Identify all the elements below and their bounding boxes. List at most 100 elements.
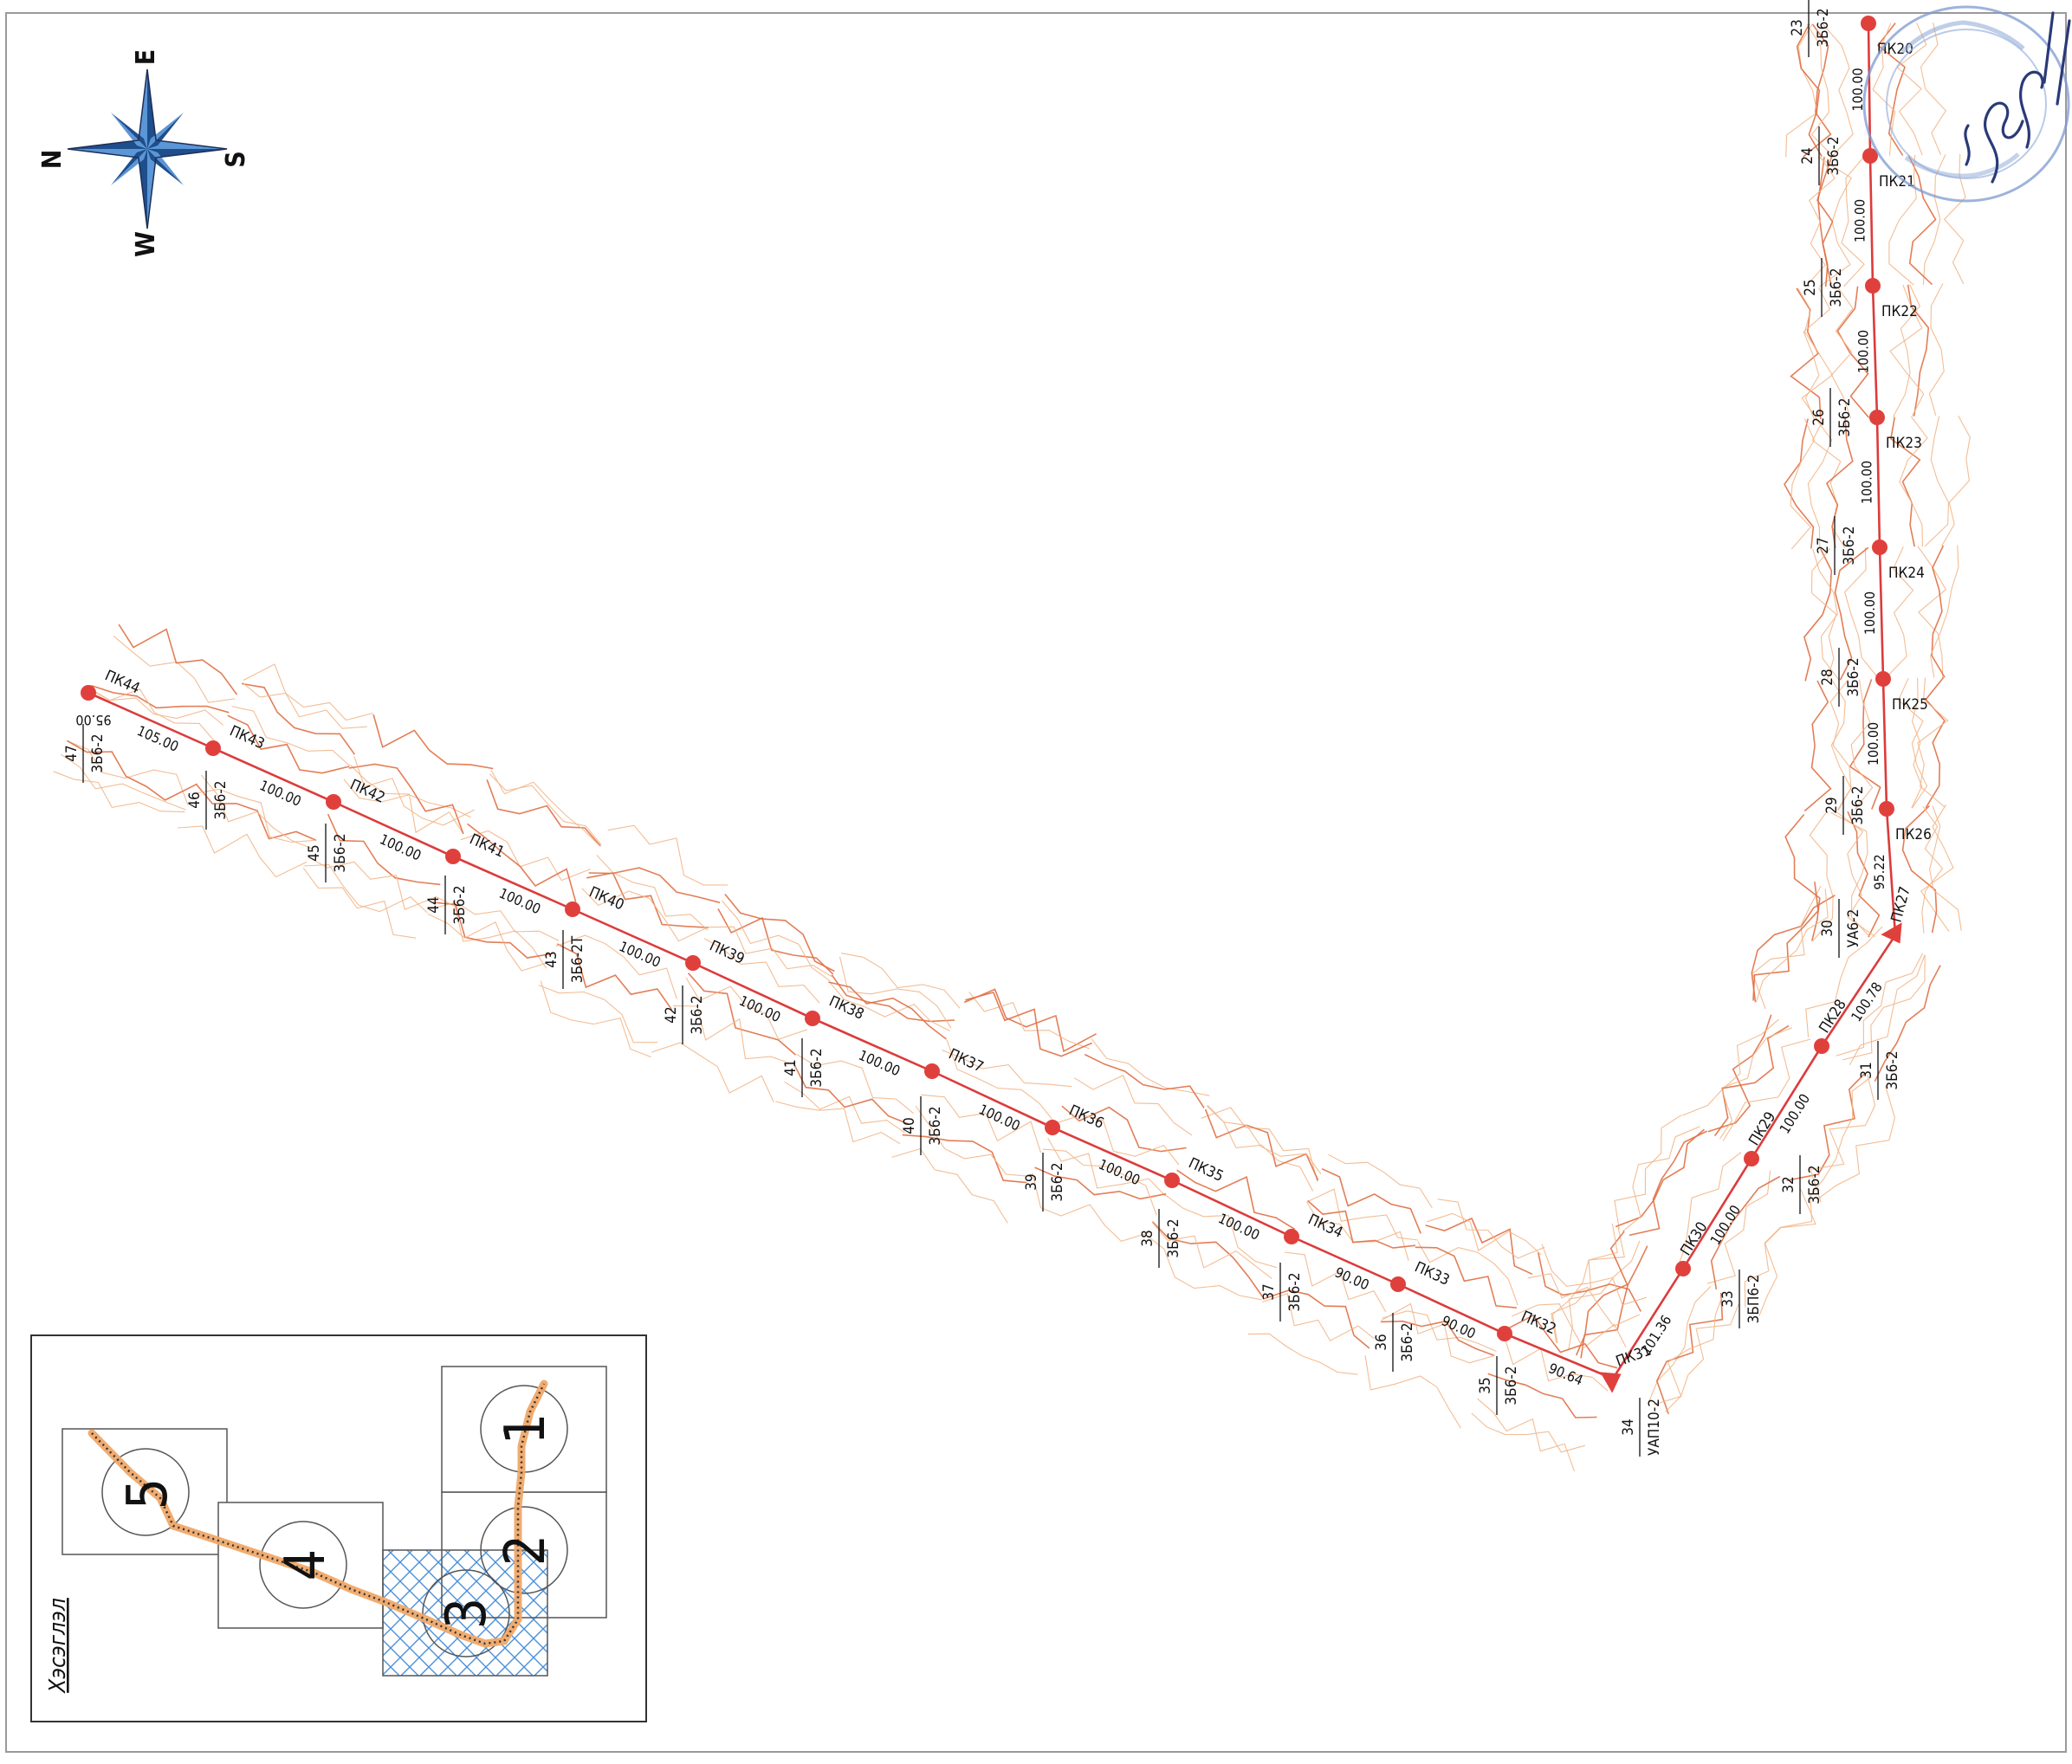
support-type: 3Б6-2 [89, 733, 107, 772]
contour-line [1806, 23, 1834, 157]
support-node[interactable] [1814, 1038, 1829, 1054]
support-node[interactable] [1284, 1229, 1299, 1244]
support-node[interactable] [1744, 1151, 1759, 1166]
span-length-label: 105.00 [134, 722, 181, 755]
contour-line [67, 740, 189, 805]
support-label: 35 3Б6-2 [1477, 1356, 1520, 1415]
contour-line [1758, 1189, 1816, 1316]
support-node[interactable] [805, 1011, 820, 1026]
support-node[interactable] [1875, 671, 1891, 687]
span-length-label: 100.00 [1865, 722, 1881, 766]
support-node[interactable] [1861, 16, 1876, 31]
support-number: 39 [1023, 1173, 1040, 1190]
terrain-contours [53, 22, 1971, 1472]
picket-label: ПК21 [1879, 173, 1915, 191]
support-type: 3Б6-2 [1503, 1366, 1520, 1405]
support-label: 41 3Б6-2 [782, 1038, 826, 1097]
contour-line [1706, 1170, 1771, 1284]
support-label: 30 УА6-2 [1819, 899, 1862, 958]
support-type: 3Б6-2 [1399, 1322, 1416, 1361]
support-node[interactable] [326, 794, 341, 810]
contour-line [177, 825, 308, 878]
support-number: 26 [1810, 409, 1828, 425]
angle-support-marker[interactable] [1881, 922, 1910, 949]
support-node[interactable] [1872, 540, 1887, 555]
contour-line [1922, 154, 1946, 285]
support-label: 37 3Б6-2 [1260, 1263, 1304, 1321]
contour-line [1803, 548, 1833, 682]
angle-support-marker[interactable] [1600, 1363, 1627, 1393]
support-number: 35 [1477, 1377, 1494, 1393]
picket-label: ПК26 [1895, 826, 1932, 843]
support-type: 3Б6-2 [1165, 1218, 1182, 1257]
contour-line [308, 856, 435, 910]
support-node[interactable] [1164, 1173, 1180, 1188]
contour-line [490, 770, 601, 847]
contour-line [1538, 1252, 1641, 1312]
contour-line [1628, 1130, 1708, 1237]
contour-line [1541, 1244, 1648, 1306]
contour-line [1901, 805, 1938, 934]
contour-line [581, 888, 709, 942]
contour-line [353, 756, 475, 826]
keymap-sheet-5[interactable] [62, 1428, 228, 1555]
contour-line [709, 926, 832, 978]
picket-label: ПК37 [946, 1045, 986, 1076]
support-node[interactable] [1390, 1276, 1406, 1292]
contour-line [1822, 23, 1854, 157]
contour-line [1151, 1221, 1264, 1298]
support-node[interactable] [1865, 278, 1881, 294]
support-label: 45 3Б6-2 [306, 824, 349, 882]
support-type: 3Б6-2 [1286, 1272, 1304, 1311]
support-node[interactable] [565, 901, 580, 917]
contour-line [1247, 1333, 1358, 1375]
contour-line [688, 972, 797, 1056]
contour-line [1830, 811, 1871, 938]
contour-line [775, 1101, 901, 1145]
official-stamp [1862, 5, 2071, 203]
support-label: 33 3БП6-2 [1719, 1270, 1763, 1328]
contour-line [1380, 1320, 1495, 1357]
support-node[interactable] [1862, 148, 1878, 164]
contour-line [1931, 545, 1946, 678]
support-number: 40 [901, 1117, 918, 1134]
support-label: 28 3Б6-2 [1819, 648, 1862, 707]
contour-line [1084, 1053, 1205, 1108]
support-number: 41 [782, 1059, 800, 1076]
contour-line [1809, 812, 1834, 941]
contour-line [1803, 287, 1831, 420]
contour-line [1307, 1199, 1416, 1249]
contour-line [841, 953, 961, 1009]
support-node[interactable] [205, 740, 221, 756]
contour-line [1061, 1105, 1187, 1153]
span-length-label: 100.00 [1776, 1091, 1813, 1137]
support-label: 42 3Б6-2 [663, 985, 706, 1044]
support-node[interactable] [81, 685, 96, 701]
picket-label: ПК32 [1518, 1308, 1558, 1338]
support-number: 45 [306, 844, 323, 861]
support-node[interactable] [1869, 410, 1885, 425]
support-node[interactable] [685, 955, 701, 971]
keymap-title: Хэсэглэл [45, 1598, 71, 1694]
support-node[interactable] [1045, 1120, 1060, 1135]
span-length-label: 100.00 [1852, 199, 1868, 242]
contour-line [1151, 1222, 1272, 1279]
contour-line [1889, 284, 1925, 417]
contour-line [1829, 679, 1852, 811]
support-label: 31 3Б6-2 [1858, 1041, 1901, 1100]
support-node[interactable] [1675, 1261, 1691, 1276]
support-number: 46 [186, 792, 204, 808]
contour-line [1884, 546, 1914, 680]
support-node[interactable] [1497, 1326, 1512, 1341]
support-node[interactable] [445, 849, 461, 864]
support-label: 23 3Б6-2 [1789, 0, 1832, 57]
picket-label: ПК22 [1881, 303, 1918, 320]
support-type: 3Б6-2 [1884, 1050, 1901, 1089]
support-node[interactable] [924, 1063, 940, 1079]
support-number: 34 [1620, 1418, 1637, 1435]
contour-line [607, 824, 728, 886]
support-node[interactable] [1879, 801, 1894, 817]
contour-line [792, 1062, 910, 1125]
keymap-label-5: 5 [116, 1478, 180, 1510]
